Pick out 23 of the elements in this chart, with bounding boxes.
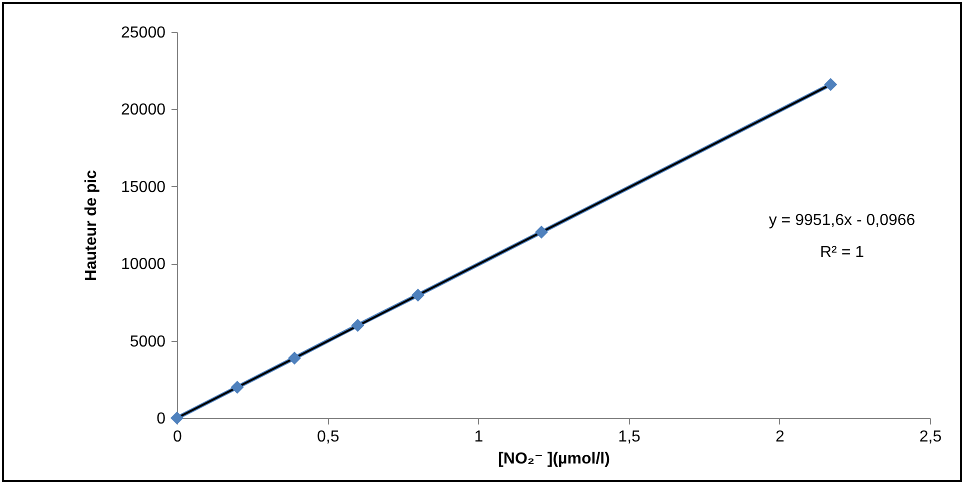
- x-tick-label: 2: [775, 428, 784, 446]
- x-tick-label: 1,5: [618, 428, 641, 446]
- point: [824, 78, 838, 92]
- y-tick-label: 15000: [121, 178, 166, 196]
- x-axis-title: [NO₂⁻ ](µmol/l): [498, 450, 610, 468]
- point: [534, 226, 548, 239]
- y-tick-label: 20000: [121, 102, 166, 119]
- annotation: y = 9951,6x - 0,0966: [768, 212, 916, 229]
- x-tick-label: 1: [474, 428, 484, 446]
- y-tick-label: 25000: [121, 24, 166, 42]
- y-tick-label: 0: [156, 410, 166, 428]
- point: [351, 318, 364, 332]
- annotation: R² = 1: [820, 244, 864, 261]
- y-axis-title: Hauteur de pic: [83, 170, 100, 282]
- y-tick-label: 10000: [121, 256, 166, 274]
- point: [170, 411, 184, 425]
- x-tick-label: 0: [173, 428, 182, 446]
- point: [288, 352, 301, 365]
- x-tick-label: 2,5: [919, 428, 942, 446]
- point: [230, 380, 244, 394]
- x-tick-label: 0,5: [316, 428, 340, 446]
- y-tick-label: 5000: [130, 333, 166, 350]
- point: [411, 288, 424, 302]
